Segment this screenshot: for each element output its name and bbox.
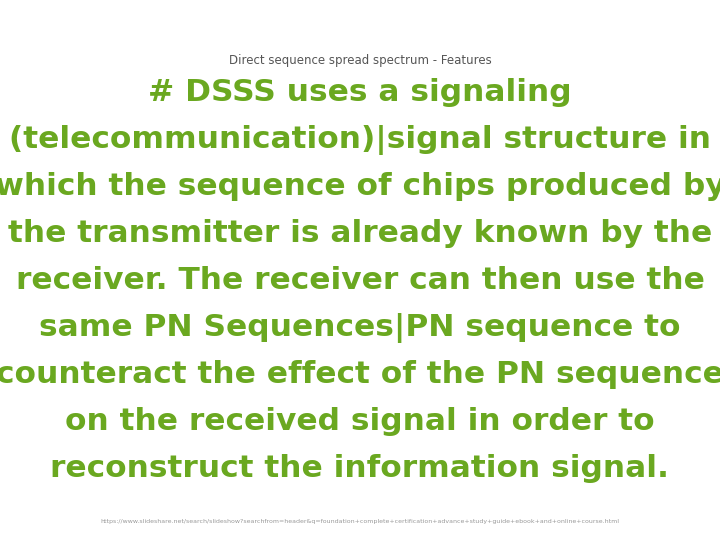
Text: Direct sequence spread spectrum - Features: Direct sequence spread spectrum - Featur…	[229, 54, 491, 67]
Text: receiver. The receiver can then use the: receiver. The receiver can then use the	[16, 266, 704, 295]
Text: reconstruct the information signal.: reconstruct the information signal.	[50, 454, 670, 483]
Text: same PN Sequences|PN sequence to: same PN Sequences|PN sequence to	[40, 313, 680, 343]
Text: which the sequence of chips produced by: which the sequence of chips produced by	[0, 172, 720, 201]
Text: counteract the effect of the PN sequence: counteract the effect of the PN sequence	[0, 360, 720, 389]
Text: # DSSS uses a signaling: # DSSS uses a signaling	[148, 78, 572, 107]
Text: on the received signal in order to: on the received signal in order to	[66, 407, 654, 436]
Text: https://www.slideshare.net/search/slideshow?searchfrom=header&q=foundation+compl: https://www.slideshare.net/search/slides…	[101, 519, 619, 524]
Text: the transmitter is already known by the: the transmitter is already known by the	[8, 219, 712, 248]
Text: (telecommunication)|signal structure in: (telecommunication)|signal structure in	[9, 125, 711, 156]
